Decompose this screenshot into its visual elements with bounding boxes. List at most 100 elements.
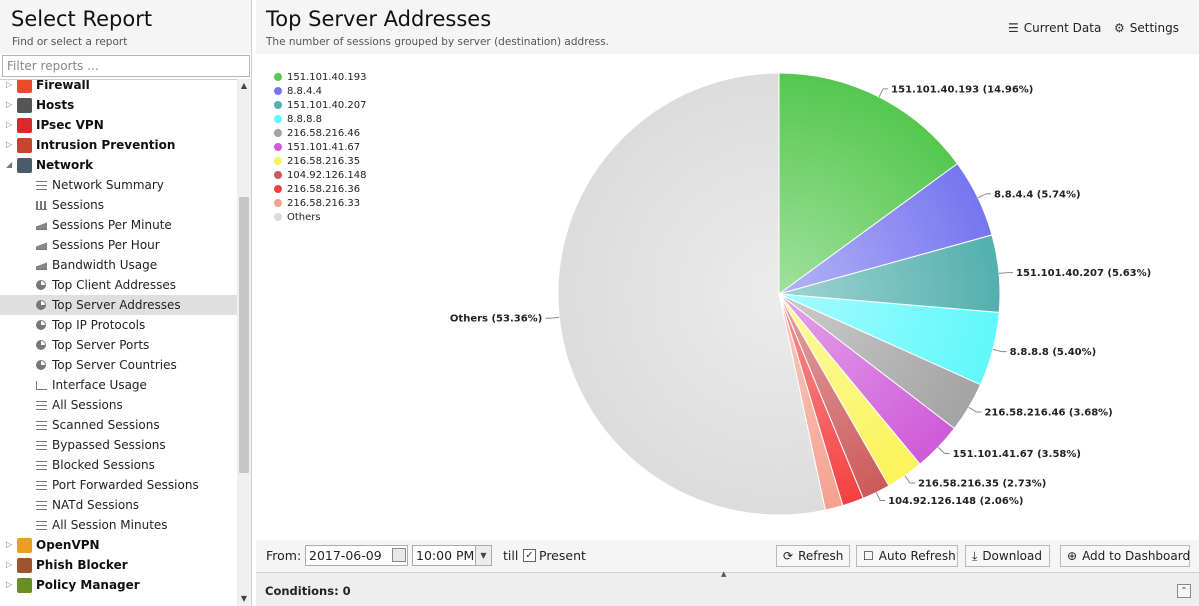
add-to-dashboard-button[interactable]: ⊕ Add to Dashboard bbox=[1060, 545, 1190, 567]
category-hosts[interactable]: ▷ Hosts bbox=[0, 95, 237, 115]
report-item-label: All Session Minutes bbox=[52, 518, 168, 532]
category-label: IPsec VPN bbox=[36, 118, 104, 132]
category-firewall[interactable]: ▷ Firewall bbox=[0, 80, 237, 95]
pie-slice-highlight bbox=[558, 73, 826, 515]
pie-chart-svg: 151.101.40.193 (14.96%) 8.8.4.4 (5.74%) 15… bbox=[450, 72, 1151, 516]
report-item[interactable]: Scanned Sessions bbox=[0, 415, 237, 435]
calendar-icon[interactable] bbox=[392, 548, 406, 562]
collapsed-arrow-icon[interactable]: ▷ bbox=[6, 100, 13, 109]
scroll-thumb[interactable] bbox=[239, 197, 249, 473]
category-intrusion-prevention[interactable]: ▷ Intrusion Prevention bbox=[0, 135, 237, 155]
expanded-arrow-icon[interactable]: ◢ bbox=[6, 160, 13, 169]
list-icon bbox=[34, 435, 48, 455]
collapsed-arrow-icon[interactable]: ▷ bbox=[6, 80, 13, 89]
report-item-label: Top Server Ports bbox=[52, 338, 150, 352]
scroll-up-arrow-icon[interactable]: ▲ bbox=[240, 81, 248, 90]
data-label-connector bbox=[992, 348, 1007, 353]
chevron-down-icon[interactable]: ▼ bbox=[475, 546, 491, 565]
collapsed-arrow-icon[interactable]: ▷ bbox=[6, 580, 13, 589]
from-time-select[interactable]: 10:00 PM ▼ bbox=[412, 545, 492, 566]
scroll-down-arrow-icon[interactable]: ▼ bbox=[240, 594, 248, 603]
report-item[interactable]: Top IP Protocols bbox=[0, 315, 237, 335]
legend-label: 216.58.216.46 bbox=[287, 128, 361, 139]
download-button[interactable]: ⤓ Download bbox=[965, 545, 1050, 567]
collapsed-arrow-icon[interactable]: ▷ bbox=[6, 560, 13, 569]
category-network[interactable]: ◢ Network bbox=[0, 155, 237, 175]
report-tree-scrollbar[interactable]: ▲ ▼ bbox=[237, 79, 251, 606]
report-item[interactable]: All Sessions bbox=[0, 395, 237, 415]
category-openvpn[interactable]: ▷ OpenVPN bbox=[0, 535, 237, 555]
legend-item[interactable]: 151.101.41.67 bbox=[274, 141, 360, 154]
legend-item[interactable]: 104.92.126.148 bbox=[274, 169, 367, 182]
category-label: Network bbox=[36, 158, 94, 172]
pie-chart-icon bbox=[34, 355, 48, 375]
report-item[interactable]: Blocked Sessions bbox=[0, 455, 237, 475]
legend-label: 216.58.216.35 bbox=[287, 156, 361, 167]
pie-slice-highlight bbox=[779, 294, 889, 499]
pie-data-label: 151.101.41.67 (3.58%) bbox=[953, 449, 1081, 460]
legend-item[interactable]: 151.101.40.193 bbox=[274, 71, 367, 84]
report-item-label: Top Client Addresses bbox=[52, 278, 177, 292]
report-item[interactable]: Bypassed Sessions bbox=[0, 435, 237, 455]
auto-refresh-button[interactable]: ☐ Auto Refresh bbox=[856, 545, 958, 567]
report-item[interactable]: Top Client Addresses bbox=[0, 275, 237, 295]
filter-reports-input[interactable] bbox=[2, 55, 250, 77]
legend-swatch bbox=[274, 129, 282, 137]
present-label: Present bbox=[539, 548, 586, 563]
pie-data-label: 8.8.8.8 (5.40%) bbox=[1010, 347, 1097, 358]
refresh-button[interactable]: ⟳ Refresh bbox=[776, 545, 850, 567]
legend-label: 8.8.4.4 bbox=[287, 86, 322, 97]
report-item[interactable]: Sessions Per Hour bbox=[0, 235, 237, 255]
from-date-input[interactable]: 2017-06-09 bbox=[305, 545, 408, 566]
current-data-label: Current Data bbox=[1023, 21, 1102, 35]
legend-item[interactable]: 216.58.216.36 bbox=[274, 183, 360, 196]
legend-swatch bbox=[274, 101, 282, 109]
category-ipsec-vpn[interactable]: ▷ IPsec VPN bbox=[0, 115, 237, 135]
legend-swatch bbox=[274, 213, 282, 221]
auto-refresh-label: Auto Refresh bbox=[878, 549, 956, 563]
download-icon: ⤓ bbox=[972, 549, 978, 563]
report-item-label: Top Server Countries bbox=[52, 358, 177, 372]
legend-item[interactable]: 151.101.40.207 bbox=[274, 99, 367, 112]
legend-item[interactable]: Others bbox=[274, 211, 321, 224]
report-item[interactable]: Bandwidth Usage bbox=[0, 255, 237, 275]
legend-label: 8.8.8.8 bbox=[287, 114, 322, 125]
category-label: OpenVPN bbox=[36, 538, 100, 552]
report-item[interactable]: Top Server Ports bbox=[0, 335, 237, 355]
list-icon bbox=[34, 455, 48, 475]
collapsed-arrow-icon[interactable]: ▷ bbox=[6, 140, 13, 149]
square-icon: ☐ bbox=[863, 549, 874, 563]
legend-item[interactable]: 216.58.216.35 bbox=[274, 155, 360, 168]
line-chart-icon bbox=[34, 375, 48, 395]
report-item[interactable]: Top Server Addresses bbox=[0, 295, 237, 315]
report-item[interactable]: Sessions bbox=[0, 195, 237, 215]
legend-item[interactable]: 216.58.216.46 bbox=[274, 127, 360, 140]
report-item[interactable]: Sessions Per Minute bbox=[0, 215, 237, 235]
legend-item[interactable]: 8.8.4.4 bbox=[274, 85, 322, 98]
expand-conditions-icon[interactable]: ⌃ bbox=[1177, 584, 1191, 598]
list-icon bbox=[34, 415, 48, 435]
collapsed-arrow-icon[interactable]: ▷ bbox=[6, 120, 13, 129]
report-item[interactable]: NATd Sessions bbox=[0, 495, 237, 515]
legend-label: 216.58.216.33 bbox=[287, 198, 361, 209]
report-item[interactable]: Top Server Countries bbox=[0, 355, 237, 375]
present-checkbox[interactable]: ✓ bbox=[523, 549, 536, 562]
collapsed-arrow-icon[interactable]: ▷ bbox=[6, 540, 13, 549]
conditions-panel[interactable]: ▲ Conditions: 0 ⌃ bbox=[256, 570, 1199, 606]
report-item[interactable]: Port Forwarded Sessions bbox=[0, 475, 237, 495]
report-item[interactable]: Interface Usage bbox=[0, 375, 237, 395]
settings-button[interactable]: ⚙ Settings bbox=[1114, 19, 1179, 37]
refresh-label: Refresh bbox=[798, 549, 844, 563]
report-item[interactable]: All Session Minutes bbox=[0, 515, 237, 535]
legend-item[interactable]: 8.8.8.8 bbox=[274, 113, 322, 126]
list-icon bbox=[34, 515, 48, 535]
legend-item[interactable]: 216.58.216.33 bbox=[274, 197, 360, 210]
collapse-grip-icon[interactable]: ▲ bbox=[721, 570, 727, 578]
legend-swatch bbox=[274, 171, 282, 179]
category-policy-manager[interactable]: ▷ Policy Manager bbox=[0, 575, 237, 595]
report-title: Top Server Addresses bbox=[266, 7, 492, 31]
report-item[interactable]: Network Summary bbox=[0, 175, 237, 195]
current-data-button[interactable]: ☰ Current Data bbox=[1008, 19, 1101, 37]
pie-slice-highlight bbox=[779, 294, 920, 486]
category-phish-blocker[interactable]: ▷ Phish Blocker bbox=[0, 555, 237, 575]
